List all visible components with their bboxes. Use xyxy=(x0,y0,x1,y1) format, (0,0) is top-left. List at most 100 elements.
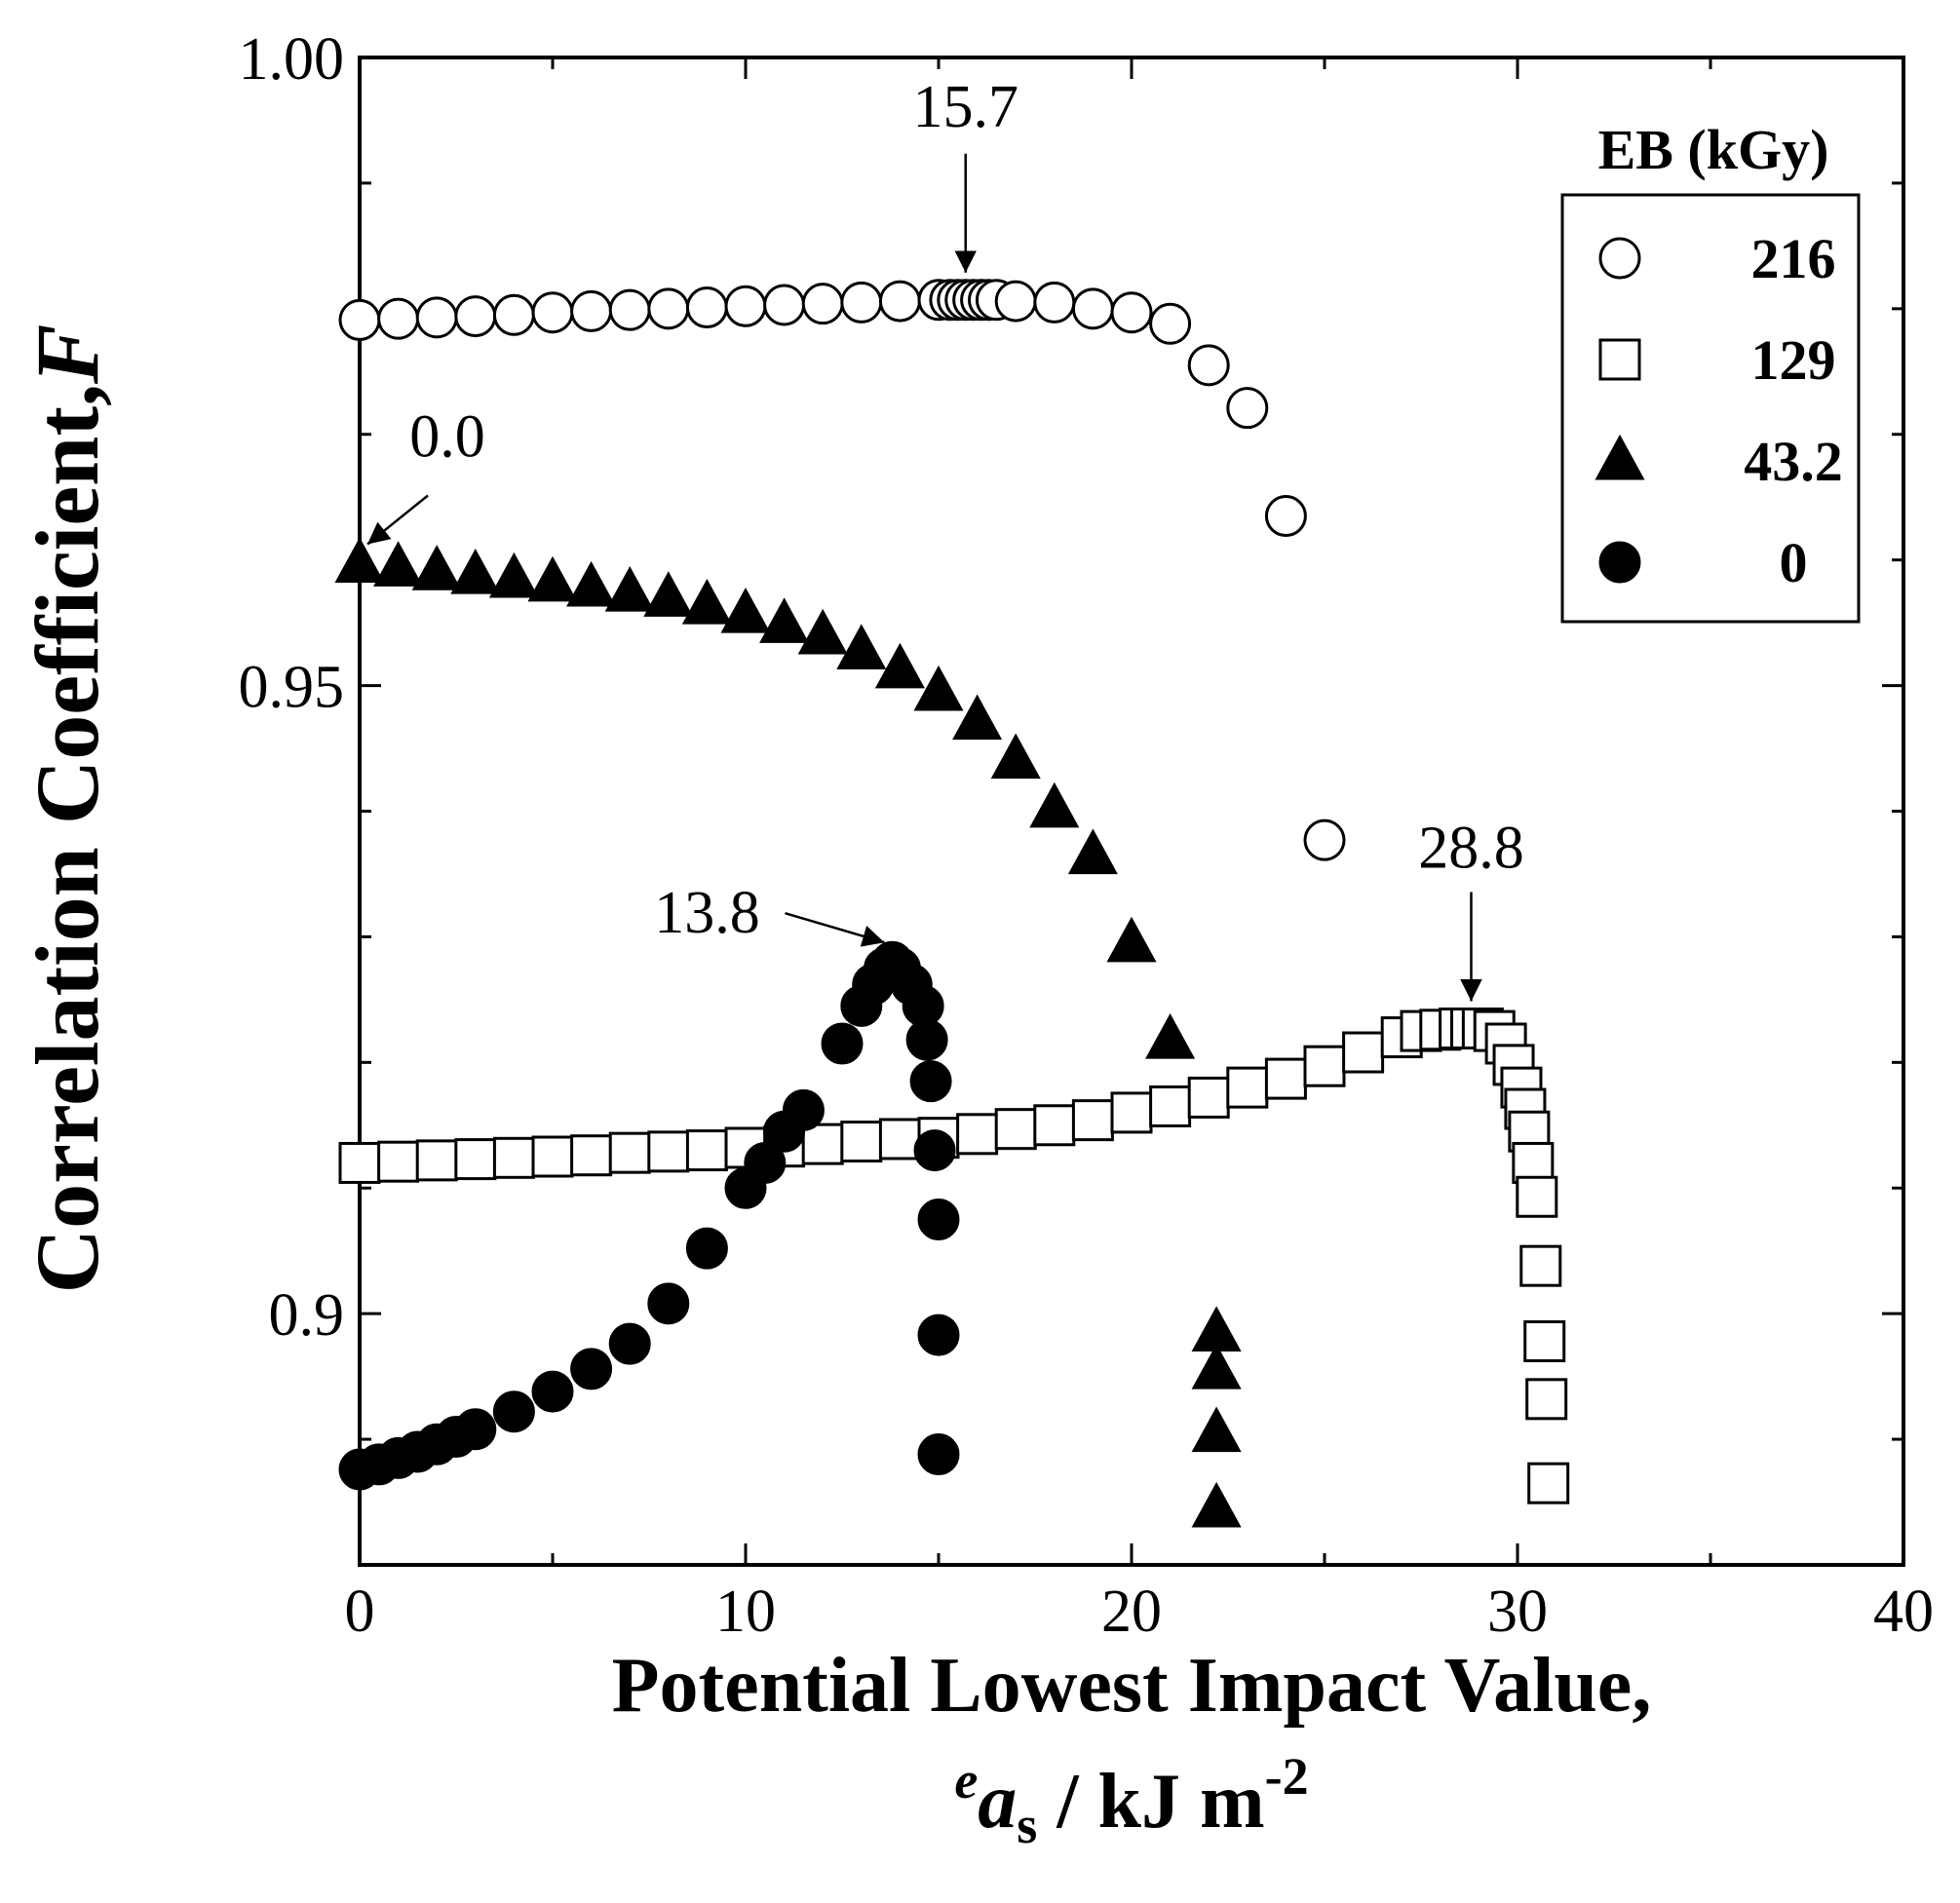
data-point xyxy=(492,1136,535,1179)
x-tick-label: 40 xyxy=(1873,1579,1934,1645)
annotation-arrow xyxy=(366,494,429,546)
data-point xyxy=(840,281,883,324)
data-point xyxy=(1110,291,1153,334)
data-point xyxy=(566,560,617,607)
data-point xyxy=(840,1121,883,1163)
legend-marker xyxy=(1595,434,1645,480)
data-point xyxy=(1523,1320,1566,1363)
data-point xyxy=(647,1130,690,1173)
data-point xyxy=(1071,1099,1114,1142)
annotation-label: 15.7 xyxy=(912,74,1018,140)
y-tick-label: 0.9 xyxy=(269,1282,345,1349)
x-unit-var: a xyxy=(978,1759,1017,1845)
data-point xyxy=(1033,1104,1076,1147)
data-point xyxy=(411,545,462,590)
y-axis-title: Correlation Coefficient,F xyxy=(18,324,117,1294)
data-point xyxy=(1191,1481,1242,1528)
data-point xyxy=(1145,1013,1196,1059)
annotation-label: 28.8 xyxy=(1418,816,1524,882)
data-point xyxy=(454,1138,497,1181)
data-point xyxy=(913,1129,956,1172)
data-point xyxy=(488,552,539,598)
data-point xyxy=(909,1060,952,1103)
data-point xyxy=(643,571,694,617)
data-point xyxy=(1525,1378,1568,1421)
x-unit-rest: / kJ m xyxy=(1037,1759,1264,1845)
data-point xyxy=(647,287,690,330)
series-43.2 xyxy=(334,537,1242,1528)
y-title-var: F xyxy=(18,324,117,385)
data-point xyxy=(415,296,458,339)
data-point xyxy=(377,1140,420,1183)
legend-item: 43.2 xyxy=(1595,430,1843,493)
data-point xyxy=(450,549,501,594)
data-point xyxy=(377,297,420,340)
data-point xyxy=(1264,495,1307,538)
data-point xyxy=(874,642,925,689)
legend-label: 216 xyxy=(1751,227,1836,290)
legend-item: 129 xyxy=(1598,328,1836,392)
data-point xyxy=(782,1088,825,1131)
data-point xyxy=(604,566,655,612)
data-point xyxy=(720,587,771,633)
axis-ticks xyxy=(358,56,1905,1567)
legend-label: 43.2 xyxy=(1744,430,1843,493)
data-point xyxy=(531,1135,574,1178)
data-point xyxy=(608,1131,651,1174)
data-point xyxy=(1264,1057,1307,1100)
data-point xyxy=(797,608,848,655)
legend-label: 0 xyxy=(1780,531,1808,594)
data-point xyxy=(527,555,578,602)
data-point xyxy=(1071,287,1114,330)
data-point xyxy=(956,1113,999,1156)
x-unit-sub: s xyxy=(1017,1796,1037,1854)
y-tick-label: 1.00 xyxy=(239,26,345,93)
annotation-label: 0.0 xyxy=(409,404,485,471)
data-point xyxy=(338,298,381,341)
data-point xyxy=(1342,1031,1385,1074)
data-point xyxy=(334,537,385,584)
data-point xyxy=(905,1018,948,1061)
data-point xyxy=(1303,1045,1346,1087)
legend-marker xyxy=(1598,541,1641,584)
x-tick-label: 30 xyxy=(1487,1579,1548,1645)
legend-marker xyxy=(1598,338,1641,381)
data-point xyxy=(1303,818,1346,861)
data-point xyxy=(763,284,806,326)
x-tick-label: 10 xyxy=(715,1579,776,1645)
data-point xyxy=(685,1227,728,1270)
legend-title: EB (kGy) xyxy=(1598,118,1829,181)
data-point xyxy=(821,1022,864,1065)
annotations: 15.7 0.0 13.8 28.8 xyxy=(366,74,1524,1002)
data-point xyxy=(415,1139,458,1182)
data-point xyxy=(1516,1175,1558,1218)
data-point xyxy=(647,1282,690,1325)
annotation-arrow xyxy=(785,912,885,947)
legend-label: 129 xyxy=(1751,328,1836,392)
data-point xyxy=(878,1118,921,1161)
data-point xyxy=(744,1141,787,1184)
data-point xyxy=(952,694,1003,741)
annotation-label: 13.8 xyxy=(654,880,760,946)
series-129 xyxy=(338,1008,1570,1504)
x-tick-label: 0 xyxy=(345,1579,375,1645)
data-point xyxy=(990,733,1041,780)
data-point xyxy=(1191,1344,1242,1389)
data-point xyxy=(1187,1076,1230,1119)
data-point xyxy=(917,1313,960,1356)
legend-marker xyxy=(1598,237,1641,280)
y-title-text: Correlation Coefficient, xyxy=(18,384,117,1293)
data-point xyxy=(801,283,844,325)
data-point xyxy=(681,578,732,625)
x-unit-exp: -2 xyxy=(1265,1747,1309,1806)
data-point xyxy=(1106,916,1157,963)
data-point xyxy=(1226,387,1269,430)
data-point xyxy=(373,541,424,587)
data-point xyxy=(492,1390,535,1433)
data-point xyxy=(1067,828,1118,875)
data-point xyxy=(685,1129,728,1172)
data-point xyxy=(570,1348,613,1390)
data-point xyxy=(801,1123,844,1165)
data-point xyxy=(570,289,613,332)
